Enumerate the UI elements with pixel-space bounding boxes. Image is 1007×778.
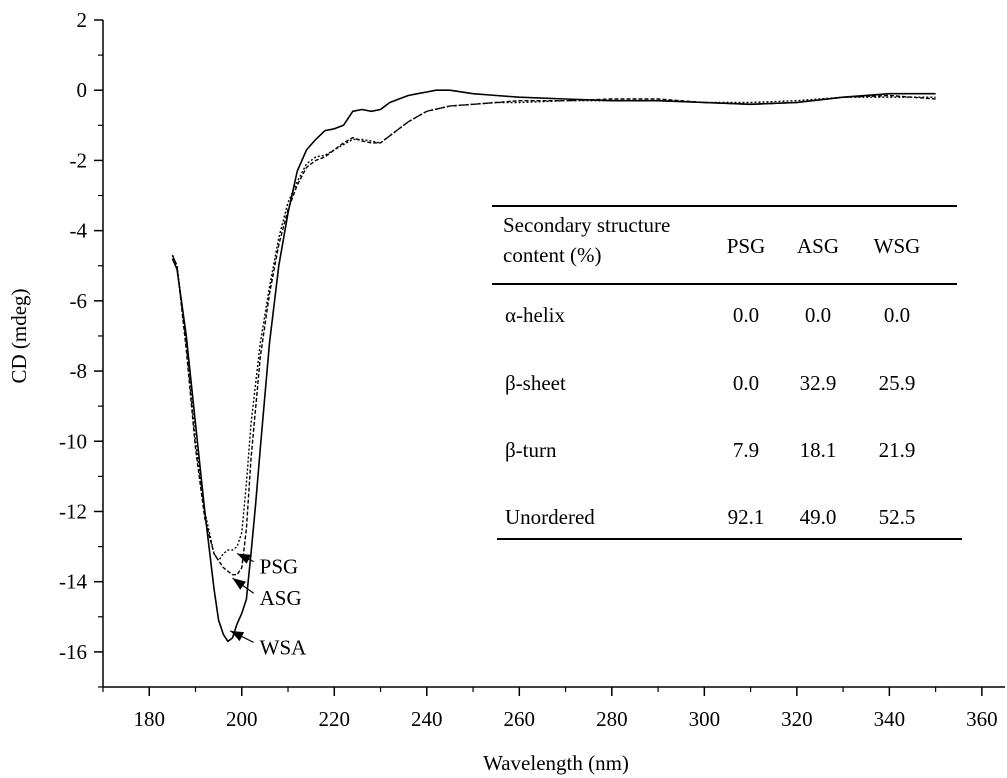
table-cell: 49.0 <box>800 505 837 529</box>
y-axis-title: CD (mdeg) <box>7 288 31 383</box>
table-cell: 92.1 <box>728 505 765 529</box>
secondary-structure-table: Secondary structure content (%) PSG ASG WSG α… <box>492 205 962 540</box>
y-tick-label: 0 <box>77 78 88 102</box>
table-cell: 32.9 <box>800 371 837 395</box>
x-tick-label: 220 <box>319 707 351 731</box>
x-axis-title: Wavelength (nm) <box>483 751 629 775</box>
annotations: PSG ASG WSA <box>229 553 308 659</box>
series-line-asg <box>171 94 936 576</box>
table-column-header: ASG <box>797 234 839 258</box>
y-tick-label: -10 <box>59 429 87 453</box>
y-tick-label: -2 <box>70 148 88 172</box>
table-row-label: β-sheet <box>505 371 566 395</box>
table-cell: 0.0 <box>733 303 759 327</box>
y-tick-label: -12 <box>59 499 87 523</box>
y-tick-label: -16 <box>59 640 87 664</box>
series-line-wsa <box>171 89 936 643</box>
table-cell: 0.0 <box>805 303 831 327</box>
x-tick-label: 200 <box>226 707 258 731</box>
x-tick-label: 300 <box>689 707 721 731</box>
table-cell: 0.0 <box>733 371 759 395</box>
y-tick-label: 2 <box>77 8 88 32</box>
y-tick-label: -8 <box>70 359 88 383</box>
x-tick-label: 260 <box>504 707 536 731</box>
y-tick-label: -6 <box>70 289 88 313</box>
x-tick-label: 240 <box>411 707 443 731</box>
annotation-arrowhead <box>230 630 245 642</box>
series-line-psg <box>171 96 936 562</box>
table-row-label: Unordered <box>505 505 595 529</box>
table-column-header: WSG <box>874 234 921 258</box>
x-tick-label: 320 <box>781 707 813 731</box>
y-tick-label: -14 <box>59 570 87 594</box>
table-cell: 25.9 <box>879 371 916 395</box>
annotation-label: ASG <box>260 586 302 610</box>
axes: 180 200 220 240 260 280 300 320 340 360 2 0 -2 -4 -6 -8… <box>59 8 1005 731</box>
table-column-header: PSG <box>727 234 766 258</box>
table-header-label: Secondary structure <box>503 213 670 237</box>
series-lines <box>171 89 936 643</box>
x-tick-label: 360 <box>966 707 998 731</box>
table-row-label: α-helix <box>505 303 565 327</box>
table-cell: 7.9 <box>733 438 759 462</box>
y-tick-label: -4 <box>70 219 88 243</box>
table-cell: 52.5 <box>879 505 916 529</box>
x-tick-label: 280 <box>596 707 628 731</box>
table-cell: 0.0 <box>884 303 910 327</box>
annotation-label: WSA <box>260 635 308 659</box>
table-header-label: content (%) <box>503 243 602 267</box>
annotation-label: PSG <box>260 555 299 579</box>
table-row-label: β-turn <box>505 438 557 462</box>
table-cell: 18.1 <box>800 438 837 462</box>
annotation-arrowhead <box>232 578 247 590</box>
x-tick-label: 180 <box>134 707 166 731</box>
table-cell: 21.9 <box>879 438 916 462</box>
x-tick-label: 340 <box>874 707 906 731</box>
annotation-arrowhead <box>237 553 252 564</box>
